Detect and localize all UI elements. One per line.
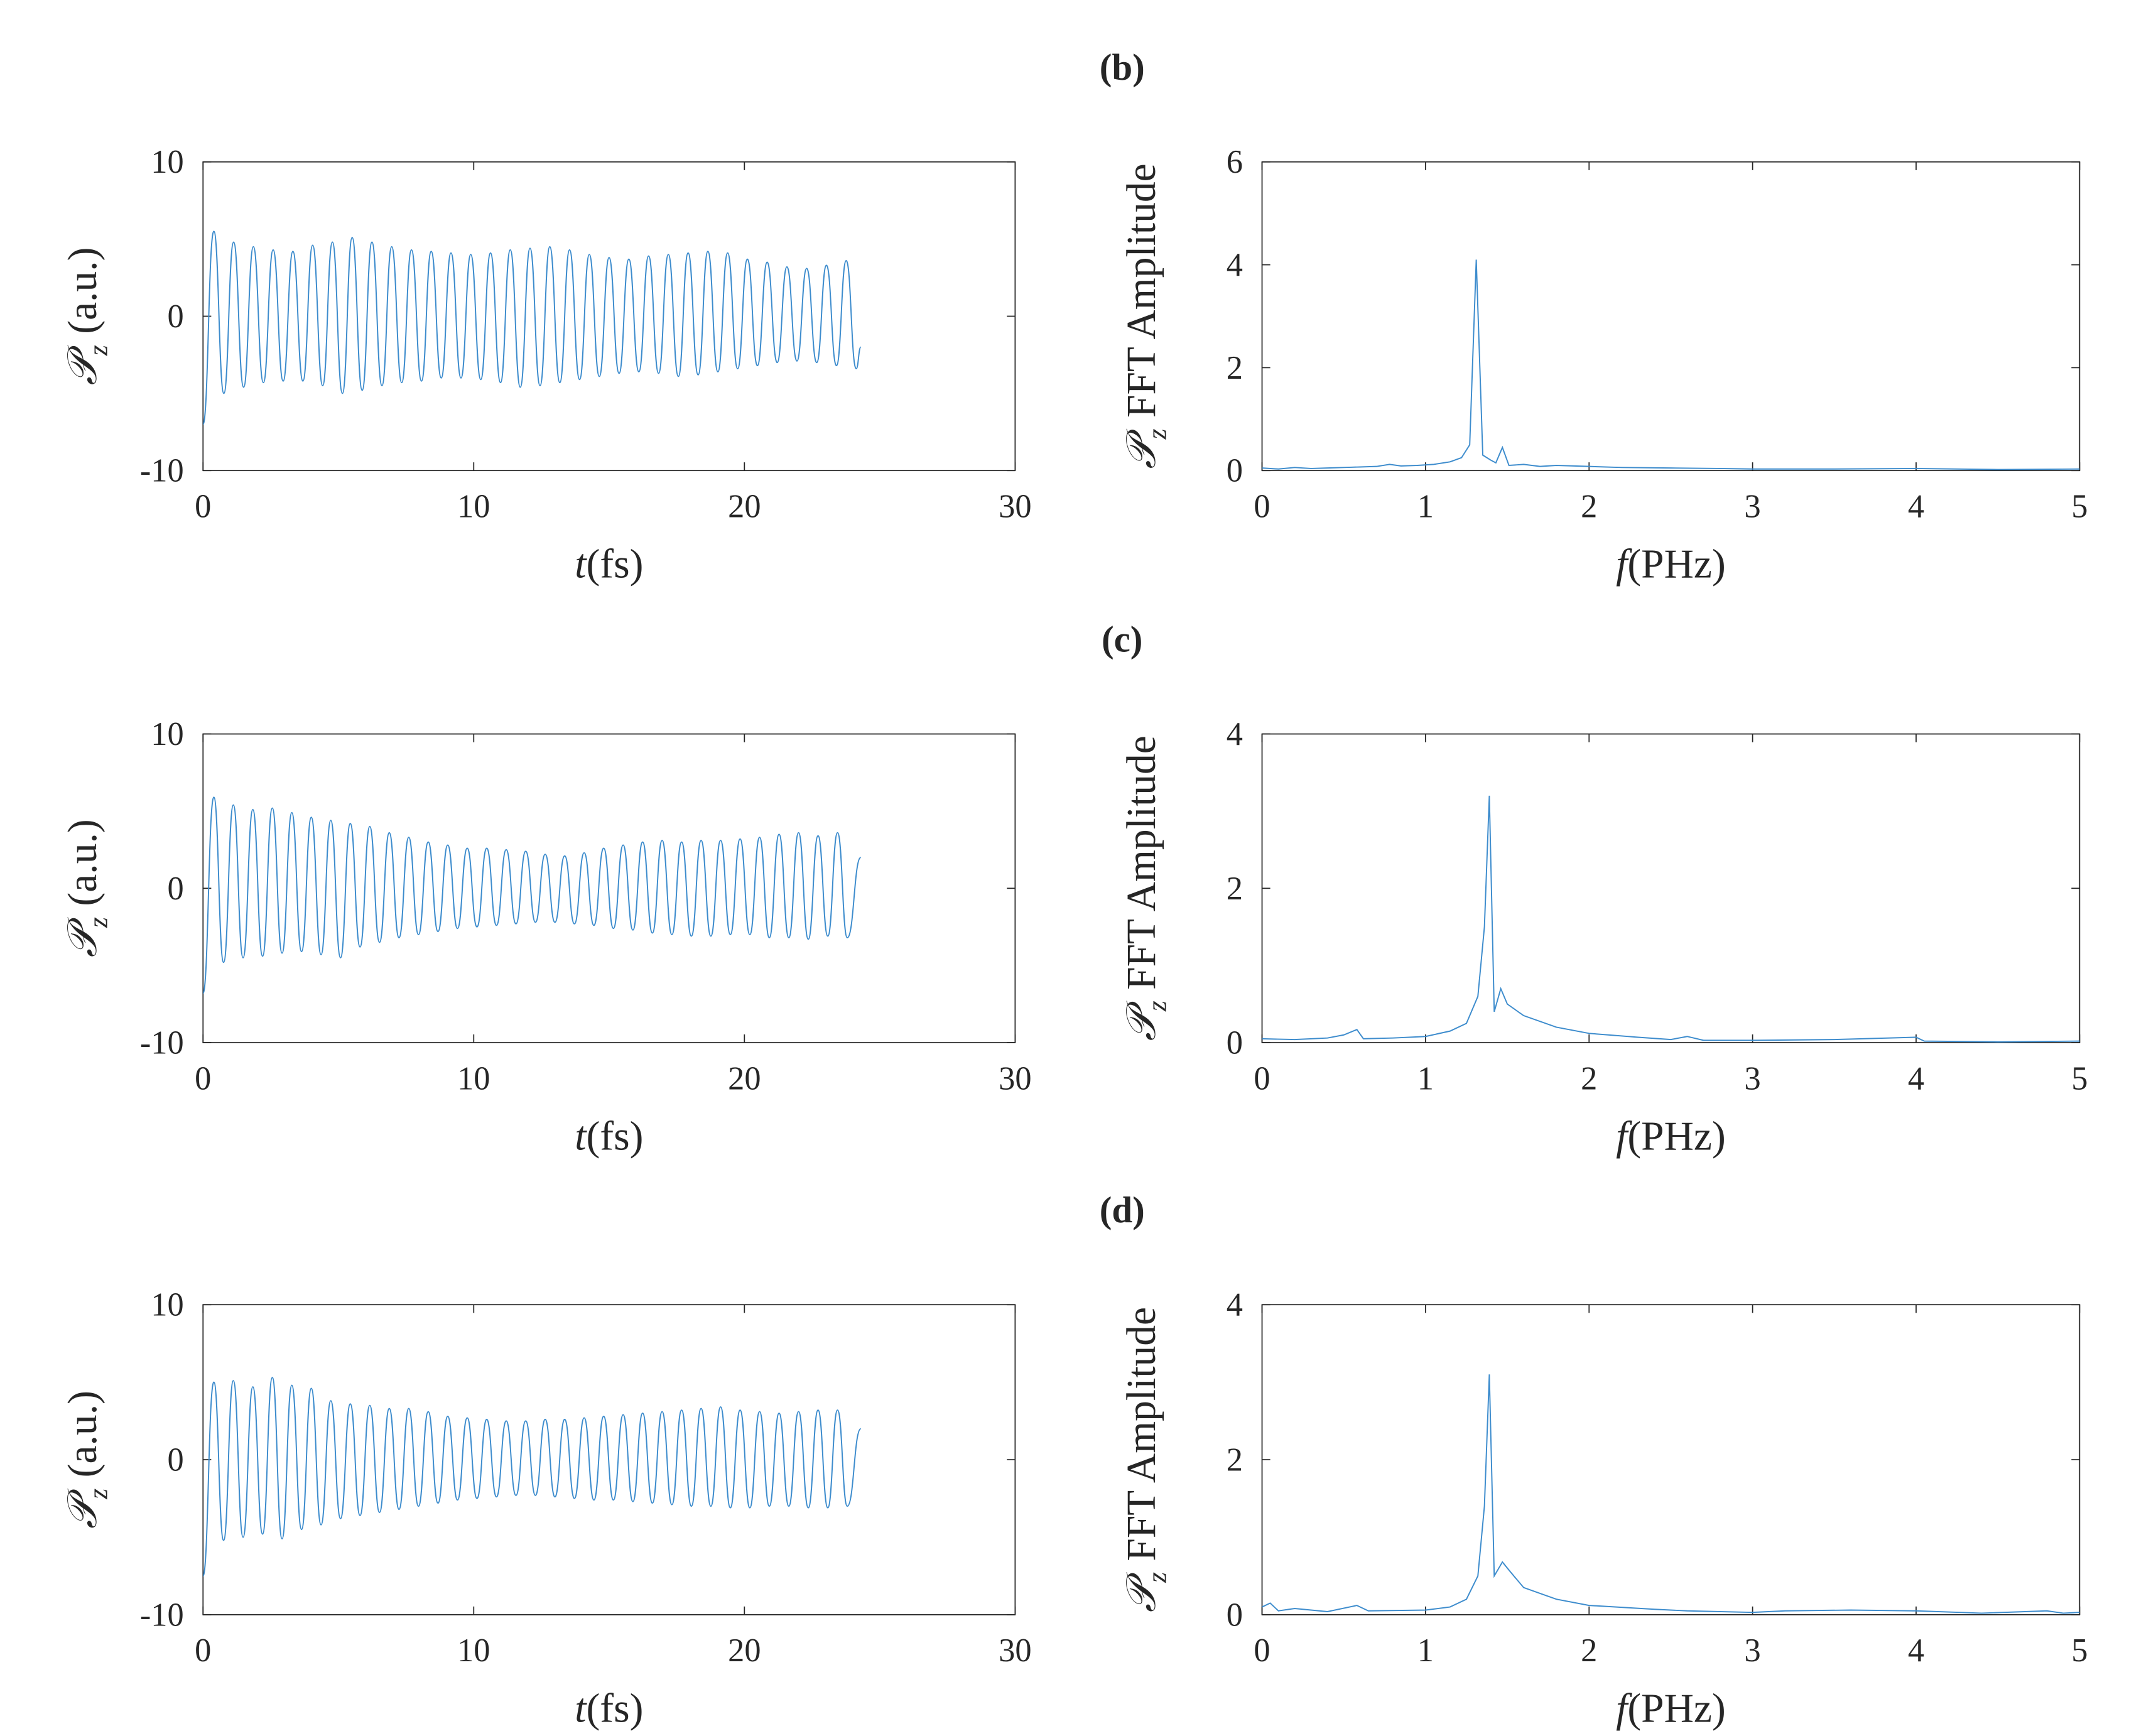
panel-title: (c) [1102, 619, 1142, 660]
y-tick-label: 4 [1227, 247, 1243, 283]
data-line [202, 796, 862, 994]
x-label-symbol: t [575, 1686, 587, 1731]
panel-title: (b) [1100, 46, 1145, 88]
axes-box [1261, 1304, 2081, 1615]
y-label-text: (a.u.) [60, 819, 106, 906]
x-tick-label: 2 [1581, 1060, 1597, 1097]
y-tick-label: -10 [140, 1597, 184, 1633]
x-axis-label: t(fs) [575, 542, 643, 587]
y-axis-label: 𝒫zFFT Amplitude [1119, 1307, 1172, 1612]
x-label-text: (PHz) [1627, 1686, 1725, 1731]
x-tick-label: 20 [728, 1060, 761, 1097]
y-label-text: FFT Amplitude [1119, 735, 1164, 990]
y-tick-label: 2 [1227, 350, 1243, 386]
y-label-sub: z [1142, 1001, 1173, 1012]
x-tick-label: 1 [1417, 488, 1434, 524]
y-label-text: (a.u.) [60, 247, 106, 334]
x-tick-label: 10 [457, 488, 490, 524]
y-tick-label: 0 [167, 298, 183, 335]
y-tick-label: 10 [151, 716, 183, 752]
y-axis-label: 𝒫z(a.u.) [60, 1391, 113, 1529]
x-label-text: (fs) [586, 1114, 643, 1159]
x-tick-label: 3 [1745, 1632, 1761, 1669]
axes-box [1261, 161, 2081, 472]
x-tick-label: 20 [728, 1632, 761, 1669]
y-tick-label: 0 [167, 871, 183, 907]
y-axis-label: 𝒫zFFT Amplitude [1119, 735, 1172, 1041]
y-tick-label: 0 [1227, 453, 1243, 489]
y-tick-label: -10 [140, 1025, 184, 1061]
axes-box [202, 733, 1016, 1043]
y-tick-label: -10 [140, 453, 184, 489]
x-tick-label: 5 [2071, 1632, 2088, 1669]
x-label-text: (fs) [586, 542, 643, 587]
x-label-text: (PHz) [1627, 1114, 1725, 1159]
x-tick-label: 4 [1908, 1060, 1924, 1097]
y-tick-label: 6 [1227, 144, 1243, 180]
x-label-symbol: t [575, 542, 587, 587]
x-tick-label: 0 [195, 1060, 211, 1097]
x-tick-label: 20 [728, 488, 761, 524]
axes-box [202, 161, 1016, 472]
data-line [202, 1377, 862, 1577]
y-tick-label: 0 [167, 1442, 183, 1478]
y-label-sub: z [83, 1489, 113, 1500]
y-axis-label: 𝒫z(a.u.) [60, 819, 113, 957]
x-axis-label: f(PHz) [1616, 542, 1726, 587]
x-tick-label: 2 [1581, 488, 1597, 524]
x-tick-label: 2 [1581, 1632, 1597, 1669]
x-tick-label: 0 [1254, 1632, 1270, 1669]
x-tick-label: 30 [999, 488, 1031, 524]
y-label-sub: z [83, 345, 113, 356]
x-tick-label: 10 [457, 1632, 490, 1669]
y-tick-label: 2 [1227, 871, 1243, 907]
x-tick-label: 4 [1908, 1632, 1924, 1669]
x-tick-label: 30 [999, 1632, 1031, 1669]
y-tick-label: 10 [151, 144, 183, 180]
x-tick-label: 0 [1254, 1060, 1270, 1097]
y-label-text: (a.u.) [60, 1391, 106, 1477]
data-line [1262, 259, 2080, 470]
x-axis-label: f(PHz) [1616, 1686, 1726, 1731]
x-axis-label: f(PHz) [1616, 1114, 1726, 1159]
panel-title: (d) [1100, 1189, 1145, 1230]
y-label-text: FFT Amplitude [1119, 163, 1164, 418]
y-tick-label: 0 [1227, 1025, 1243, 1061]
y-label-sub: z [83, 917, 113, 928]
y-axis-label: 𝒫zFFT Amplitude [1119, 163, 1172, 469]
x-tick-label: 10 [457, 1060, 490, 1097]
x-tick-label: 3 [1745, 1060, 1761, 1097]
y-tick-label: 10 [151, 1287, 183, 1323]
y-tick-label: 4 [1227, 716, 1243, 752]
x-tick-label: 30 [999, 1060, 1031, 1097]
data-line [1262, 795, 2080, 1043]
axes-box [1261, 733, 2081, 1043]
y-tick-label: 0 [1227, 1597, 1243, 1633]
x-label-text: (PHz) [1627, 542, 1725, 587]
x-tick-label: 5 [2071, 488, 2088, 524]
x-tick-label: 4 [1908, 488, 1924, 524]
x-tick-label: 0 [195, 488, 211, 524]
y-tick-label: 2 [1227, 1442, 1243, 1478]
x-tick-label: 3 [1745, 488, 1761, 524]
x-axis-label: t(fs) [575, 1686, 643, 1731]
x-tick-label: 0 [1254, 488, 1270, 524]
data-line [1262, 1374, 2080, 1614]
axes-box [202, 1304, 1016, 1615]
x-label-text: (fs) [586, 1686, 643, 1731]
x-tick-label: 5 [2071, 1060, 2088, 1097]
y-label-sub: z [1142, 428, 1173, 440]
x-label-symbol: t [575, 1114, 587, 1159]
y-label-text: FFT Amplitude [1119, 1307, 1164, 1561]
y-axis-label: 𝒫z(a.u.) [60, 247, 113, 386]
x-axis-label: t(fs) [575, 1114, 643, 1159]
x-tick-label: 1 [1417, 1060, 1434, 1097]
y-label-sub: z [1142, 1572, 1173, 1583]
x-tick-label: 0 [195, 1632, 211, 1669]
data-line [202, 231, 862, 425]
x-tick-label: 1 [1417, 1632, 1434, 1669]
y-tick-label: 4 [1227, 1287, 1243, 1323]
